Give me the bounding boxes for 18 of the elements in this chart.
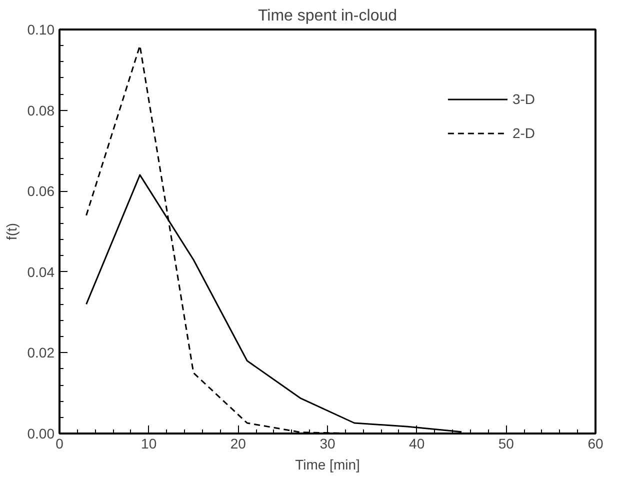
y-axis-title: f(t) bbox=[3, 222, 20, 240]
chart-title: Time spent in-cloud bbox=[258, 8, 398, 24]
x-tick-label: 50 bbox=[498, 436, 514, 452]
y-tick-label: 0.02 bbox=[27, 344, 55, 361]
legend-label: 3-D bbox=[512, 91, 535, 107]
x-tick-label: 40 bbox=[409, 436, 425, 452]
y-tick-label: 0.06 bbox=[27, 183, 55, 200]
y-tick-label: 0.04 bbox=[27, 264, 55, 280]
x-tick-label: 0 bbox=[56, 436, 64, 452]
y-tick-label: 0.10 bbox=[27, 22, 55, 38]
x-axis-title: Time [min] bbox=[295, 456, 360, 472]
x-tick-label: 60 bbox=[588, 436, 604, 452]
y-tick-label: 0.00 bbox=[27, 426, 55, 442]
legend-label: 2-D bbox=[512, 125, 535, 141]
x-tick-label: 10 bbox=[141, 436, 157, 452]
y-tick-label: 0.08 bbox=[27, 102, 55, 118]
x-tick-label: 30 bbox=[320, 436, 336, 452]
x-tick-label: 20 bbox=[230, 436, 246, 452]
